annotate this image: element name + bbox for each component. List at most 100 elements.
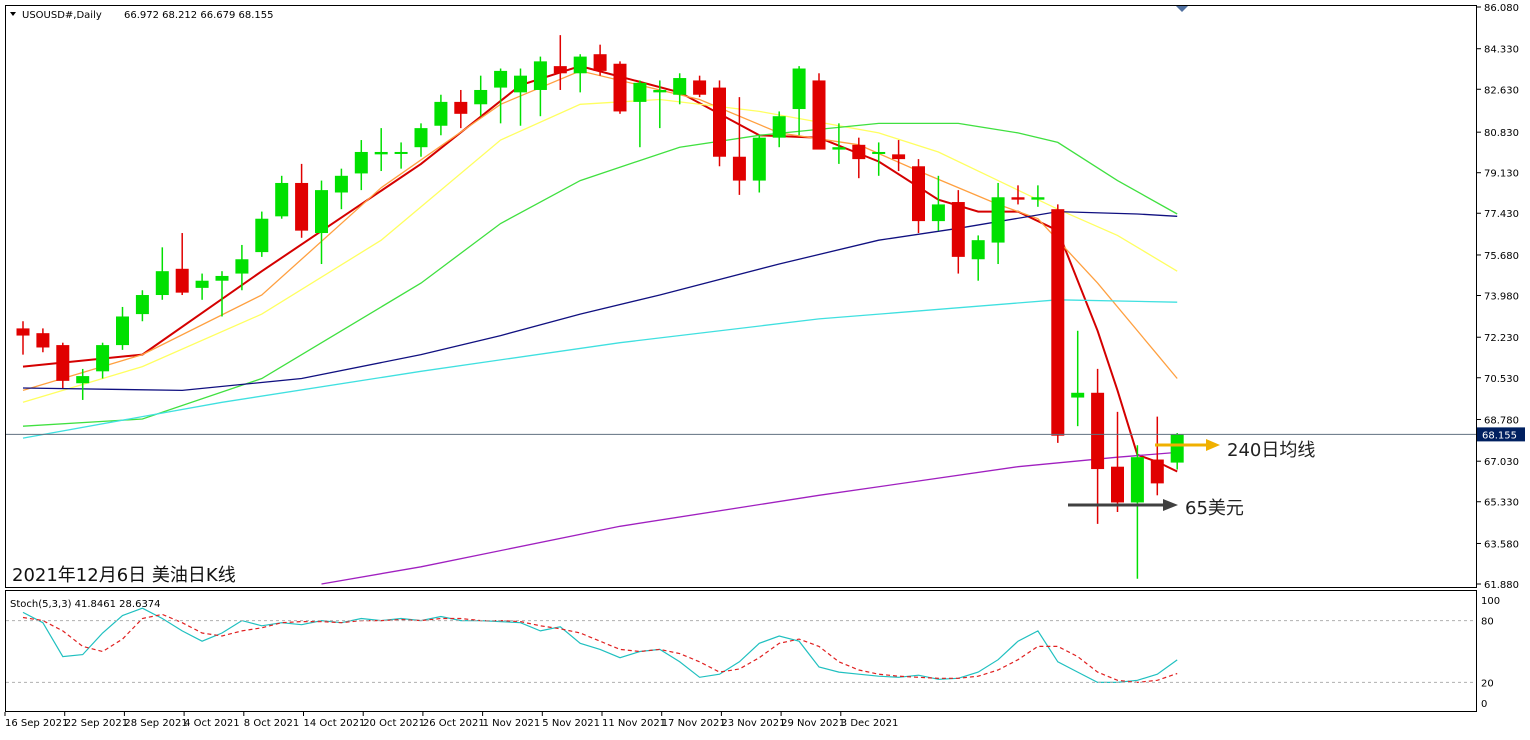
ma240-annotation: 240日均线 <box>1227 440 1315 461</box>
candle <box>474 75 488 117</box>
candle-body <box>1111 466 1124 503</box>
y-tick-label: 61.880 <box>1484 580 1519 591</box>
candle-body <box>454 101 468 114</box>
candle-body <box>514 75 527 93</box>
candle-body <box>872 151 886 154</box>
candle <box>852 137 866 179</box>
candle <box>374 128 388 172</box>
candle <box>951 190 965 274</box>
scroll-marker-icon[interactable] <box>1176 6 1188 12</box>
candle <box>713 80 726 167</box>
candle-body <box>931 204 945 222</box>
candle-body <box>673 78 687 95</box>
candle-body <box>1091 392 1105 470</box>
candle-body <box>1150 459 1164 484</box>
x-tick-label: 22 Sep 2021 <box>65 718 128 729</box>
ma240-arrow-icon <box>1155 439 1220 451</box>
candle <box>215 271 229 317</box>
candle <box>1051 204 1065 443</box>
candle <box>454 89 468 129</box>
current-price-label: 68.155 <box>1482 430 1517 441</box>
candle <box>295 163 309 238</box>
y-tick-label: 86.080 <box>1484 3 1519 14</box>
candle-body <box>16 328 30 336</box>
candle <box>76 368 90 400</box>
candle-body <box>991 197 1005 243</box>
chart-caption: 2021年12月6日 美油日K线 <box>12 565 236 586</box>
candle-body <box>1130 457 1144 503</box>
candle <box>653 80 667 129</box>
candle <box>235 244 249 291</box>
candle <box>394 142 408 169</box>
candle-body <box>235 259 249 274</box>
candle <box>1111 411 1124 512</box>
y-tick-label: 84.330 <box>1484 45 1519 56</box>
x-tick-label: 14 Oct 2021 <box>304 718 366 729</box>
stoch-tick-label: 0 <box>1481 699 1487 710</box>
candle <box>792 66 806 136</box>
candle-body <box>175 268 189 293</box>
candle-body <box>155 271 169 296</box>
candle <box>414 123 428 157</box>
candle-body <box>832 147 846 150</box>
candle-body <box>1031 197 1045 200</box>
candle <box>334 168 348 210</box>
candle <box>494 68 508 124</box>
candle <box>931 175 945 231</box>
candle <box>752 135 766 193</box>
ohlc-readout: 66.972 68.212 66.679 68.155 <box>124 10 274 21</box>
candle <box>116 306 129 350</box>
axes: 86.080 84.330 82.630 80.830 79.130 77.430 75.6… <box>4 3 1525 729</box>
candle-body <box>215 275 229 281</box>
candle <box>96 342 110 379</box>
y-tick-label: 63.580 <box>1484 539 1519 550</box>
candle <box>1150 416 1164 496</box>
candles <box>16 35 1184 579</box>
candle <box>514 68 527 126</box>
y-tick-label: 72.230 <box>1484 333 1519 344</box>
candle-body <box>414 128 428 148</box>
candle-body <box>334 175 348 193</box>
candle-body <box>752 137 766 181</box>
candle <box>36 328 50 353</box>
candle-body <box>1011 197 1025 200</box>
candle-body <box>713 87 726 157</box>
y-tick-label: 75.680 <box>1484 251 1519 262</box>
x-tick-label: 29 Nov 2021 <box>781 718 845 729</box>
candle <box>912 159 925 234</box>
candle-body <box>1051 209 1065 436</box>
candle-body <box>1071 392 1085 398</box>
main-pane-frame <box>5 5 1477 588</box>
x-tick-label: 1 Nov 2021 <box>483 718 541 729</box>
candle-body <box>374 151 388 155</box>
candle <box>892 140 906 172</box>
candle-body <box>633 82 647 102</box>
x-tick-label: 5 Nov 2021 <box>542 718 600 729</box>
candle <box>1091 368 1105 524</box>
y-tick-label: 65.330 <box>1484 498 1519 509</box>
ma-line <box>22 122 1178 427</box>
candle-body <box>553 66 567 74</box>
candle-body <box>56 345 70 381</box>
candle <box>991 182 1005 265</box>
stoch-tick-label: 80 <box>1481 617 1494 628</box>
symbol-dropdown-icon[interactable] <box>10 12 16 16</box>
x-tick-label: 16 Sep 2021 <box>5 718 68 729</box>
x-tick-label: 28 Sep 2021 <box>124 718 187 729</box>
candle <box>315 180 328 265</box>
candle-body <box>494 70 508 88</box>
candle-body <box>354 151 368 174</box>
level65-annotation: 65美元 <box>1185 498 1244 519</box>
candle-body <box>434 101 448 126</box>
candle-body <box>76 376 90 384</box>
candle <box>533 56 547 117</box>
candle-body <box>593 54 607 71</box>
candle-body <box>772 116 786 138</box>
candle <box>56 342 70 389</box>
stoch-label: Stoch(5,3,3) 41.8461 28.6374 <box>10 599 161 610</box>
y-tick-label: 79.130 <box>1484 169 1519 180</box>
candle <box>275 175 289 219</box>
candle <box>155 247 169 300</box>
candle-body <box>693 80 707 95</box>
